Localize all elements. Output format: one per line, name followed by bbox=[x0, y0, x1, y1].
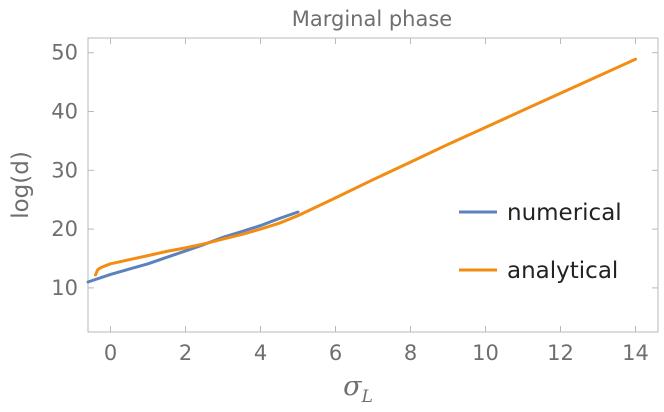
x-axis-label: σL bbox=[343, 371, 373, 407]
x-tick-label: 2 bbox=[179, 341, 192, 365]
y-tick-label: 30 bbox=[51, 158, 78, 182]
x-tick-label: 4 bbox=[254, 341, 267, 365]
series-line-analytical bbox=[94, 57, 637, 277]
legend-label-analytical: analytical bbox=[507, 258, 618, 284]
plot-frame bbox=[87, 37, 659, 333]
legend-label-numerical: numerical bbox=[507, 200, 622, 226]
y-tick-label: 10 bbox=[51, 276, 78, 300]
axis-ticks bbox=[88, 38, 658, 332]
y-tick-label: 40 bbox=[51, 100, 78, 124]
x-tick-label: 14 bbox=[622, 341, 649, 365]
legend: numerical analytical bbox=[459, 200, 622, 284]
y-tick-label: 20 bbox=[51, 217, 78, 241]
axis-tick-labels: 0 2 4 6 8 10 12 14 10 20 30 40 50 bbox=[51, 41, 649, 365]
series-line-numerical bbox=[86, 210, 300, 284]
y-axis-label: log(d) bbox=[8, 151, 34, 219]
x-tick-label: 8 bbox=[404, 341, 417, 365]
chart-title: Marginal phase bbox=[292, 7, 452, 31]
x-tick-label: 12 bbox=[547, 341, 574, 365]
y-tick-label: 50 bbox=[51, 41, 78, 65]
x-tick-label: 10 bbox=[472, 341, 499, 365]
x-axis-label-subscript: L bbox=[361, 387, 373, 407]
x-tick-label: 0 bbox=[104, 341, 117, 365]
series-layer bbox=[86, 57, 637, 284]
x-axis-label-symbol: σ bbox=[343, 371, 363, 402]
x-tick-label: 6 bbox=[329, 341, 342, 365]
